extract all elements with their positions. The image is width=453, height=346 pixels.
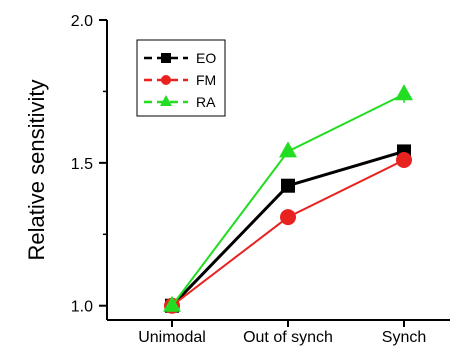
y-tick-label: 2.0 [71, 13, 93, 30]
legend: EO FM RA [136, 39, 226, 117]
series-layer [163, 84, 413, 314]
data-point-RA [163, 295, 181, 312]
series-RA [163, 84, 413, 312]
axes [106, 20, 450, 321]
series-EO [165, 144, 411, 313]
data-point-FM [396, 152, 412, 168]
data-point-RA [279, 141, 297, 158]
series-FM [164, 152, 412, 314]
legend-label: EO [196, 50, 216, 66]
legend-label: FM [196, 72, 216, 88]
series-line [171, 93, 405, 307]
legend-marker-FM [161, 75, 171, 85]
data-point-FM [280, 209, 296, 226]
x-ticks: Unimodal Out of synch Synch [138, 320, 426, 346]
x-tick-label: Synch [382, 329, 426, 346]
legend-marker-EO [161, 53, 171, 63]
legend-marker-RA [160, 95, 172, 106]
y-ticks: 1.0 1.5 2.0 [71, 13, 107, 316]
data-point-EO [281, 178, 295, 193]
legend-box [136, 39, 226, 117]
legend-label: RA [196, 94, 216, 110]
series-line [170, 149, 405, 307]
x-tick-label: Out of synch [243, 329, 333, 346]
x-tick-label: Unimodal [138, 329, 206, 346]
y-axis-title: Relative sensitivity [24, 80, 49, 261]
y-tick-label: 1.5 [71, 156, 93, 173]
y-tick-label: 1.0 [71, 299, 93, 316]
data-point-RA [395, 84, 413, 101]
